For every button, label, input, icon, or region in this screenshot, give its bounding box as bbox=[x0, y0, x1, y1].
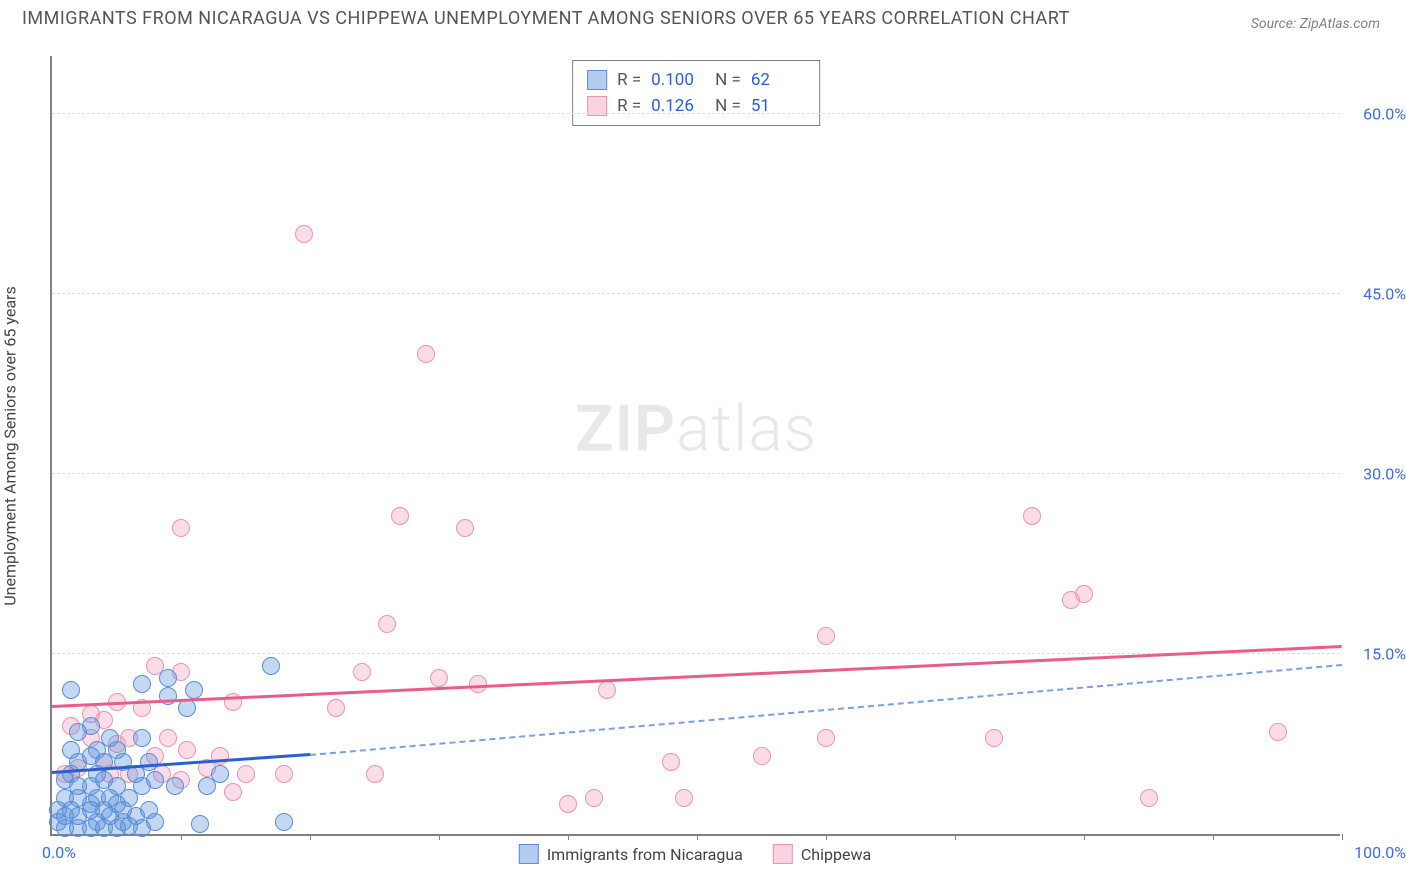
x-tick bbox=[181, 834, 182, 840]
legend-label: Immigrants from Nicaragua bbox=[547, 845, 743, 864]
data-point bbox=[985, 729, 1003, 747]
swatch-icon bbox=[773, 844, 793, 864]
data-point bbox=[159, 669, 177, 687]
scatter-plot: ZIPatlas R = 0.100 N = 62 R = 0.126 N = … bbox=[50, 56, 1340, 836]
x-tick bbox=[439, 834, 440, 840]
data-point bbox=[585, 789, 603, 807]
legend-item-series2: Chippewa bbox=[773, 844, 871, 864]
data-point bbox=[185, 681, 203, 699]
data-point bbox=[191, 815, 209, 833]
stat-label-r: R = bbox=[617, 93, 641, 119]
data-point bbox=[133, 675, 151, 693]
correlation-legend: R = 0.100 N = 62 R = 0.126 N = 51 bbox=[572, 60, 820, 126]
legend-row-series2: R = 0.126 N = 51 bbox=[587, 93, 805, 119]
data-point bbox=[662, 753, 680, 771]
data-point bbox=[817, 729, 835, 747]
stat-value-n2: 51 bbox=[751, 93, 805, 119]
x-tick bbox=[1342, 834, 1343, 840]
data-point bbox=[430, 669, 448, 687]
x-axis-max-label: 100.0% bbox=[1354, 843, 1406, 862]
data-point bbox=[327, 699, 345, 717]
data-point bbox=[1269, 723, 1287, 741]
data-point bbox=[82, 717, 100, 735]
data-point bbox=[559, 795, 577, 813]
data-point bbox=[753, 747, 771, 765]
data-point bbox=[159, 729, 177, 747]
x-tick bbox=[955, 834, 956, 840]
data-point bbox=[224, 783, 242, 801]
stat-label-r: R = bbox=[617, 67, 641, 93]
y-tick-label: 45.0% bbox=[1346, 285, 1406, 304]
stat-value-r1: 0.100 bbox=[651, 67, 705, 93]
source-attribution: Source: ZipAtlas.com bbox=[1251, 16, 1380, 32]
y-tick-label: 30.0% bbox=[1346, 465, 1406, 484]
data-point bbox=[262, 657, 280, 675]
swatch-icon bbox=[519, 844, 539, 864]
data-point bbox=[391, 507, 409, 525]
y-axis-title: Unemployment Among Seniors over 65 years bbox=[1, 286, 20, 605]
data-point bbox=[598, 681, 616, 699]
data-point bbox=[275, 813, 293, 831]
trend-line bbox=[52, 645, 1342, 708]
data-point bbox=[146, 771, 164, 789]
data-point bbox=[366, 765, 384, 783]
x-tick bbox=[310, 834, 311, 840]
x-tick bbox=[1084, 834, 1085, 840]
data-point bbox=[378, 615, 396, 633]
data-point bbox=[275, 765, 293, 783]
legend-item-series1: Immigrants from Nicaragua bbox=[519, 844, 743, 864]
data-point bbox=[1023, 507, 1041, 525]
data-point bbox=[146, 813, 164, 831]
chart-title: IMMIGRANTS FROM NICARAGUA VS CHIPPEWA UN… bbox=[22, 8, 1070, 29]
x-tick bbox=[826, 834, 827, 840]
legend-row-series1: R = 0.100 N = 62 bbox=[587, 67, 805, 93]
legend-label: Chippewa bbox=[801, 845, 871, 864]
stat-label-n: N = bbox=[715, 93, 741, 119]
data-point bbox=[172, 519, 190, 537]
data-point bbox=[675, 789, 693, 807]
data-point bbox=[133, 729, 151, 747]
y-tick-label: 15.0% bbox=[1346, 645, 1406, 664]
series-legend: Immigrants from Nicaragua Chippewa bbox=[519, 844, 871, 864]
swatch-icon bbox=[587, 70, 607, 90]
data-point bbox=[817, 627, 835, 645]
gridline bbox=[52, 473, 1340, 474]
data-point bbox=[1140, 789, 1158, 807]
x-tick bbox=[697, 834, 698, 840]
x-tick bbox=[1213, 834, 1214, 840]
data-point bbox=[178, 741, 196, 759]
data-point bbox=[353, 663, 371, 681]
data-point bbox=[140, 753, 158, 771]
x-tick bbox=[568, 834, 569, 840]
gridline bbox=[52, 113, 1340, 114]
gridline bbox=[52, 293, 1340, 294]
data-point bbox=[295, 225, 313, 243]
data-point bbox=[1075, 585, 1093, 603]
stat-label-n: N = bbox=[715, 67, 741, 93]
watermark: ZIPatlas bbox=[575, 392, 817, 467]
data-point bbox=[166, 777, 184, 795]
x-axis-origin-label: 0.0% bbox=[42, 843, 76, 862]
stat-value-n1: 62 bbox=[751, 67, 805, 93]
data-point bbox=[456, 519, 474, 537]
data-point bbox=[211, 765, 229, 783]
data-point bbox=[62, 681, 80, 699]
data-point bbox=[417, 345, 435, 363]
stat-value-r2: 0.126 bbox=[651, 93, 705, 119]
y-tick-label: 60.0% bbox=[1346, 105, 1406, 124]
chart-area: Unemployment Among Seniors over 65 years… bbox=[50, 56, 1340, 836]
data-point bbox=[237, 765, 255, 783]
